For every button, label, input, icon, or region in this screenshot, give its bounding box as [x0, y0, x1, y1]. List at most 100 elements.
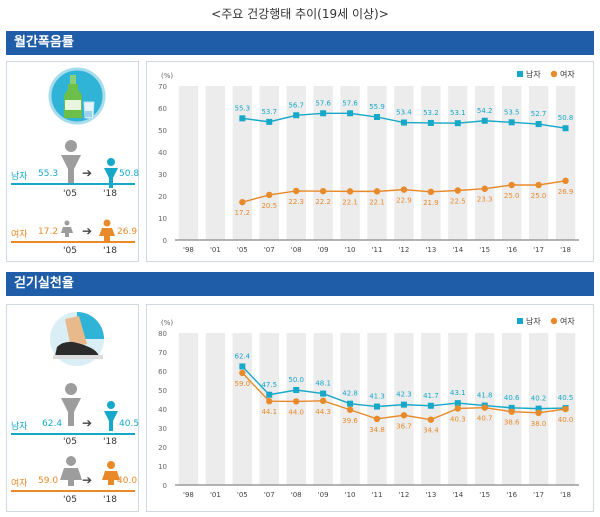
chart-panel-walking: 0 10 20 30 40 50 60 70 80 (%) '98 '01 '05 '07 '08 '09 '1…	[146, 304, 594, 512]
year-start: '05	[63, 246, 77, 256]
legend-marker-male	[517, 318, 523, 324]
male-data-label: 53.4	[396, 109, 412, 117]
section-header-binge-drinking: 월간폭음률	[6, 31, 594, 55]
category-band	[286, 86, 306, 240]
female-figure-gray-icon	[60, 456, 82, 486]
y-tick-label: 10	[158, 215, 167, 223]
female-data-point	[373, 188, 381, 195]
male-figure-gray-icon	[61, 383, 81, 426]
x-tick-label: '01	[210, 246, 221, 254]
female-data-label: 34.8	[369, 426, 385, 434]
female-figure-gray-icon	[61, 220, 73, 237]
male-data-point	[266, 391, 273, 398]
male-data-point	[347, 400, 354, 407]
male-figure-blue-icon	[104, 401, 118, 431]
male-data-label: 41.7	[423, 392, 439, 400]
female-figure-orange-icon	[102, 461, 120, 485]
male-data-point	[239, 115, 246, 122]
category-band	[448, 86, 468, 240]
legend-label-male: 남자	[526, 317, 541, 326]
male-data-label: 43.1	[450, 389, 466, 397]
male-data-point	[508, 404, 515, 411]
male-data-label: 56.7	[288, 101, 304, 109]
category-band	[367, 86, 387, 240]
male-data-label: 53.7	[261, 108, 277, 116]
male-data-label: 50.8	[558, 114, 574, 122]
female-data-label: 21.9	[423, 199, 439, 207]
female-data-label: 44.0	[288, 408, 304, 416]
year-end: '18	[103, 437, 117, 447]
female-underline	[11, 241, 135, 243]
female-data-label: 40.0	[558, 416, 574, 424]
male-data-label: 53.1	[450, 109, 466, 117]
x-tick-label: '12	[399, 491, 410, 499]
y-tick-label: 50	[158, 387, 167, 395]
male-label: 남자	[11, 422, 28, 432]
male-data-point	[400, 119, 407, 126]
female-data-point	[454, 187, 461, 194]
female-data-label: 22.1	[342, 198, 358, 206]
x-tick-label: '10	[345, 491, 356, 499]
female-data-label: 25.0	[504, 192, 520, 200]
page-title: <주요 건강행태 추이(19세 이상)>	[211, 7, 389, 21]
category-band	[178, 333, 199, 485]
category-band	[555, 86, 576, 240]
x-tick-label: '07	[264, 246, 275, 254]
male-underline	[11, 433, 135, 435]
female-data-label: 44.3	[315, 408, 331, 416]
male-data-point	[320, 110, 327, 117]
y-tick-label: 0	[163, 237, 167, 245]
female-data-label: 36.7	[396, 422, 412, 430]
x-tick-label: '12	[399, 246, 410, 254]
female-data-point	[535, 181, 542, 189]
category-band	[340, 86, 360, 240]
male-end-value: 40.5	[119, 419, 140, 429]
y-tick-label: 30	[158, 171, 167, 179]
year-end: '18	[103, 246, 117, 256]
legend-marker-male	[517, 71, 523, 77]
x-tick-label: '13	[425, 246, 436, 254]
female-data-point	[239, 369, 246, 377]
x-tick-label: '07	[264, 491, 275, 499]
category-band	[421, 333, 441, 485]
x-tick-label: '98	[183, 246, 194, 254]
male-data-label: 40.5	[558, 394, 574, 402]
x-tick-label: '11	[372, 246, 383, 254]
category-band	[259, 86, 279, 240]
category-band	[313, 86, 333, 240]
year-start: '05	[63, 495, 77, 505]
male-data-point	[454, 120, 461, 127]
female-data-point	[373, 415, 381, 423]
male-start-value: 62.4	[42, 419, 63, 429]
x-tick-label: '98	[183, 491, 194, 499]
y-tick-label: 20	[158, 444, 167, 452]
arrow-icon: ➔	[82, 473, 93, 487]
female-data-label: 22.1	[369, 198, 385, 206]
y-tick-label: 10	[158, 463, 167, 471]
legend-label-female: 여자	[560, 316, 575, 326]
female-data-point	[481, 185, 488, 192]
female-data-label: 22.2	[315, 198, 331, 206]
chart-panel-binge-drinking: 0 10 20 30 40 50 60 70 (%) '98 '01 '05 '07 '08 '09 '10 '…	[146, 61, 594, 262]
female-data-point	[319, 187, 327, 195]
female-data-point	[319, 397, 327, 405]
bottle-glass-icon	[48, 67, 106, 125]
summary-panel-walking: 남자 62.4 40.5 ➔ '05 '18 여자 59.0 40.0 ➔ '0…	[6, 304, 139, 512]
y-tick-label: 40	[158, 149, 167, 157]
year-end: '18	[103, 495, 117, 505]
legend-marker-female	[550, 317, 558, 325]
male-data-label: 57.6	[342, 99, 358, 107]
y-tick-label: 50	[158, 127, 167, 135]
year-end: '18	[103, 189, 117, 199]
x-tick-label: '05	[237, 246, 248, 254]
female-data-label: 40.7	[477, 415, 493, 423]
male-data-label: 55.3	[235, 104, 251, 112]
male-data-point	[347, 110, 354, 117]
section-header-walking: 걷기실천율	[6, 272, 594, 296]
male-data-label: 53.5	[504, 108, 520, 116]
male-data-point	[427, 402, 434, 409]
binge-drinking-line-chart: 0 10 20 30 40 50 60 70 (%) '98 '01 '05 '07 '08 '09 '10 '…	[158, 69, 579, 254]
category-band	[178, 86, 199, 240]
male-underline	[11, 183, 135, 185]
female-data-label: 39.6	[342, 417, 358, 425]
